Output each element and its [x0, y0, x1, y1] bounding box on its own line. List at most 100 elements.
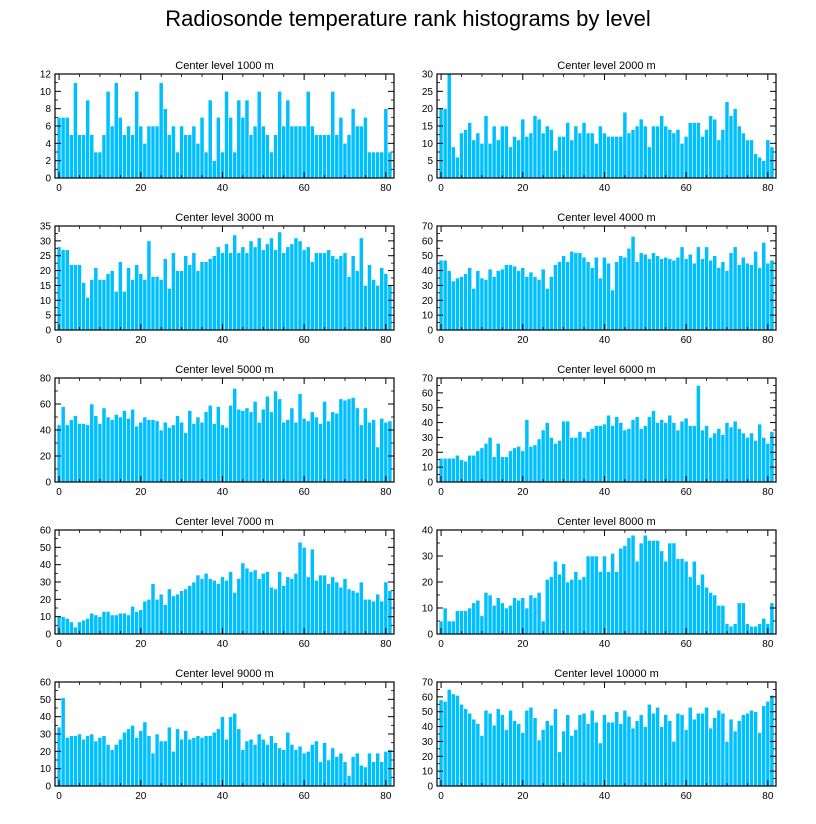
histogram-bar	[745, 139, 750, 179]
y-tick-label: 40	[40, 560, 52, 571]
histogram-bar	[154, 276, 160, 331]
histogram-bar	[687, 576, 693, 635]
histogram-bar	[598, 425, 603, 483]
histogram-bar	[610, 289, 615, 331]
histogram-bar	[109, 614, 115, 635]
histogram-bar	[383, 108, 389, 179]
histogram-bar	[528, 271, 534, 331]
histogram-bar	[236, 578, 242, 635]
histogram-bar	[569, 250, 575, 331]
histogram-bar	[69, 621, 74, 635]
histogram-bar	[749, 625, 754, 635]
histogram-bar	[371, 761, 376, 787]
histogram-bar	[516, 446, 522, 483]
histogram-bar	[630, 236, 636, 331]
histogram-bar	[450, 693, 456, 787]
histogram-bar	[240, 410, 246, 483]
histogram-bar	[285, 576, 291, 635]
histogram-bar	[334, 412, 340, 483]
x-tick-label: 40	[217, 791, 229, 802]
x-tick-label: 0	[56, 487, 62, 498]
histogram-bar	[585, 132, 591, 179]
x-tick-label: 20	[135, 639, 147, 650]
histogram-bar	[479, 143, 485, 179]
histogram-bar	[118, 261, 123, 331]
histogram-bar	[475, 270, 481, 331]
histogram-bar	[150, 125, 156, 179]
x-tick-label: 20	[135, 183, 147, 194]
histogram-bar	[260, 573, 266, 635]
histogram-bar	[260, 738, 266, 787]
y-tick-label: 60	[422, 236, 434, 247]
histogram-bar	[211, 160, 217, 179]
histogram-bar	[89, 612, 95, 635]
histogram-bar	[700, 429, 705, 483]
histogram-bar	[260, 249, 266, 331]
histogram-bar	[118, 117, 123, 179]
histogram-bar	[712, 255, 718, 331]
histogram-bar	[383, 273, 389, 331]
histogram-bar	[455, 454, 460, 483]
histogram-bar	[467, 267, 473, 331]
histogram-bar	[195, 416, 201, 483]
histogram-bar	[614, 571, 620, 635]
panel-title: Center level 2000 m	[557, 60, 655, 72]
histogram-bar	[326, 420, 331, 483]
histogram-bar	[577, 132, 583, 179]
histogram-bar	[512, 720, 517, 787]
histogram-bar	[491, 605, 497, 635]
histogram-bar	[487, 594, 493, 635]
histogram-bar	[455, 695, 460, 787]
histogram-bar	[216, 246, 221, 331]
histogram-bar	[626, 247, 632, 331]
histogram-bar	[475, 599, 481, 635]
histogram-bar	[289, 125, 295, 179]
y-tick-label: 10	[422, 604, 434, 615]
histogram-bar	[704, 129, 709, 179]
x-tick-label: 20	[517, 639, 529, 650]
histogram-bar	[297, 240, 303, 331]
histogram-bar	[651, 712, 656, 787]
histogram-bar	[614, 136, 620, 179]
histogram-bar	[122, 731, 127, 787]
histogram-bar	[187, 410, 193, 483]
histogram-bar	[167, 288, 172, 331]
histogram-bar	[622, 429, 628, 483]
histogram-bar	[606, 721, 611, 787]
histogram-bar	[358, 125, 364, 179]
histogram-bar	[89, 134, 95, 179]
histogram-bar	[708, 592, 713, 635]
histogram-bar	[281, 749, 287, 787]
histogram-bar	[248, 240, 254, 331]
histogram-bar	[191, 737, 197, 787]
histogram-bar	[297, 541, 303, 635]
histogram-bar	[244, 740, 250, 787]
histogram-bar	[577, 252, 583, 331]
histogram-bar	[342, 399, 348, 483]
histogram-bar	[614, 261, 620, 331]
histogram-bar	[622, 545, 628, 635]
histogram-bar	[736, 602, 742, 635]
histogram-bar	[228, 716, 233, 787]
histogram-bar	[565, 122, 571, 179]
histogram-bar	[610, 425, 615, 483]
histogram-bar	[459, 610, 464, 635]
histogram-bar	[354, 752, 360, 787]
histogram-bar	[724, 101, 730, 179]
x-tick-label: 80	[380, 335, 392, 346]
histogram-bar	[338, 752, 344, 787]
histogram-bar	[483, 279, 489, 331]
histogram-bar	[573, 125, 579, 179]
histogram-bar	[81, 423, 86, 483]
histogram-bar	[240, 246, 246, 331]
histogram-bar	[455, 277, 460, 331]
histogram-bar	[314, 252, 319, 331]
x-tick-label: 0	[438, 335, 444, 346]
histogram-bar	[56, 246, 62, 331]
x-tick-label: 20	[135, 335, 147, 346]
histogram-bar	[277, 747, 282, 787]
histogram-bar	[544, 422, 550, 483]
histogram-bar	[549, 576, 554, 635]
histogram-bar	[77, 264, 82, 331]
histogram-bar	[638, 118, 644, 179]
